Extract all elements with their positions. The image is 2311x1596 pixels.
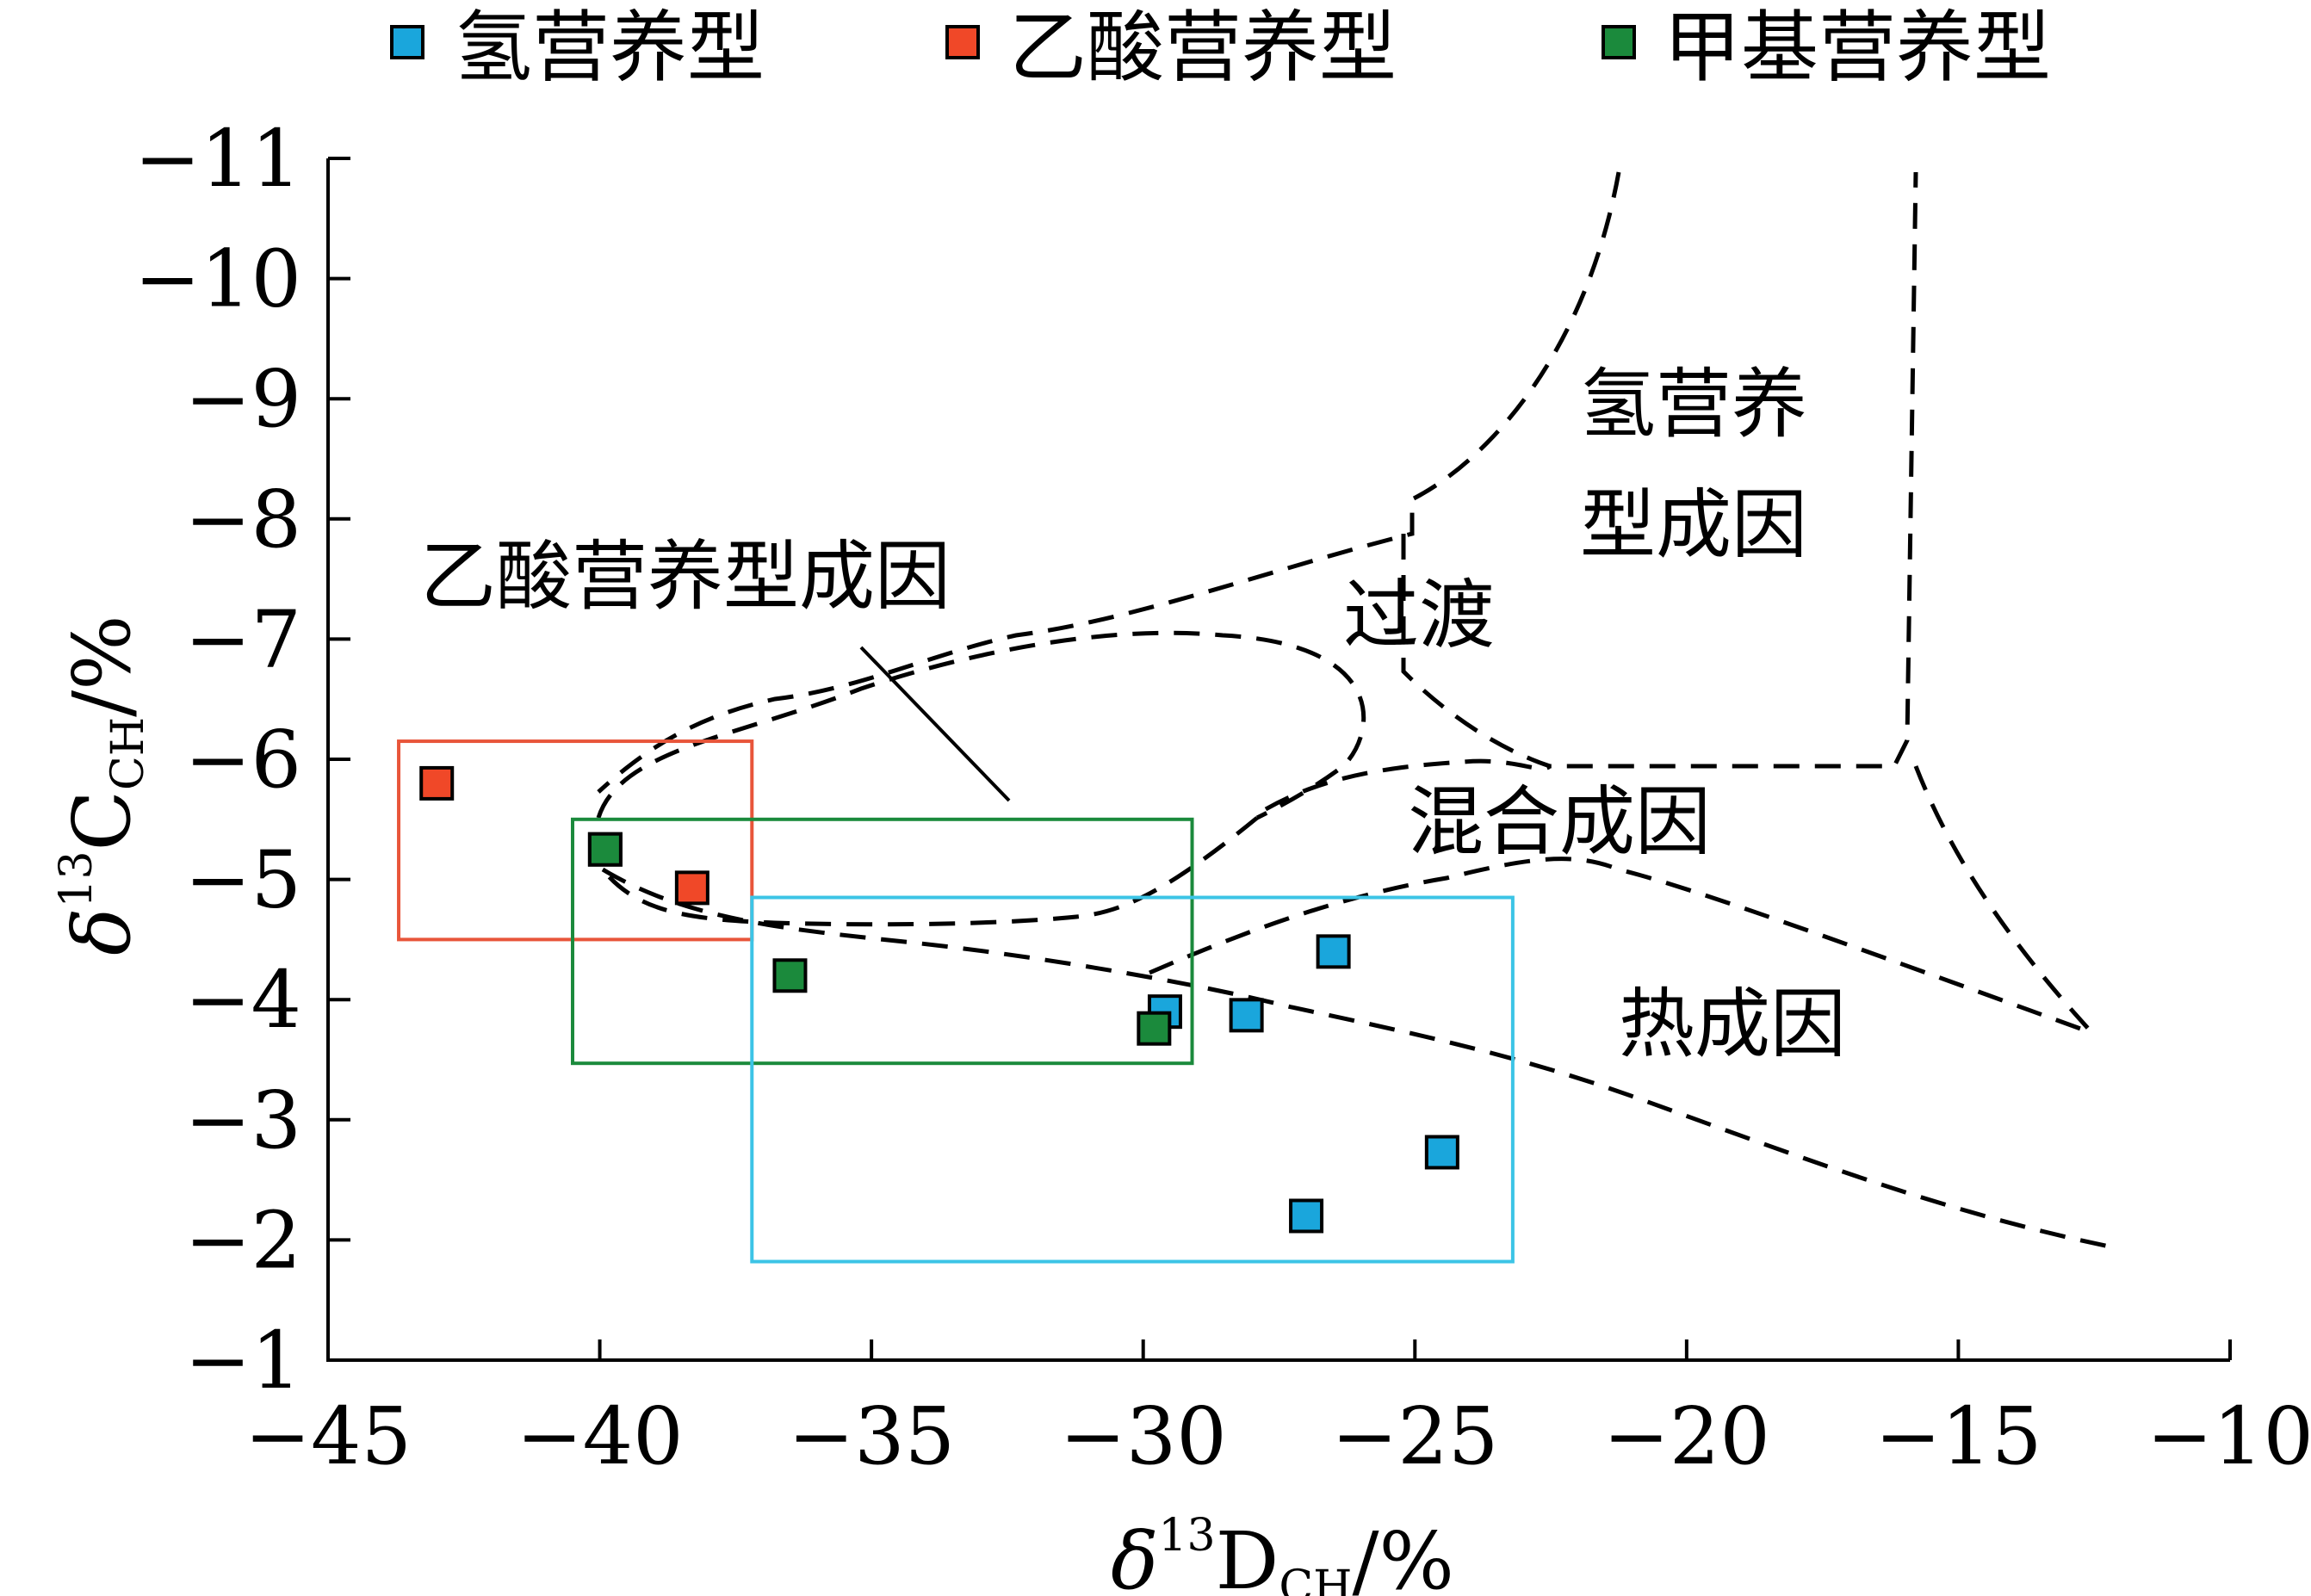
- y-axis-title-symbol: C: [56, 790, 148, 851]
- region-label-hydrogen-line1: 氢营养: [1580, 360, 1807, 448]
- x-tick-label: −20: [1603, 1390, 1770, 1482]
- data-point: [1137, 1011, 1172, 1046]
- x-tick-label: −45: [245, 1390, 412, 1482]
- x-axis-title-sup: 13: [1158, 1510, 1215, 1562]
- boundary-mixed-upper: [1264, 758, 1552, 812]
- y-tick-label: −5: [184, 834, 301, 926]
- x-tick-label: −25: [1331, 1390, 1498, 1482]
- y-axis-title-sup: 13: [51, 851, 102, 907]
- region-label-mixed: 混合成因: [1408, 777, 1711, 866]
- y-tick-label: −2: [184, 1194, 301, 1286]
- x-axis-title-symbol: D: [1216, 1515, 1279, 1596]
- boundary-thermal-right: [1913, 765, 2094, 1035]
- legend-marker-hydrogen: [390, 25, 424, 59]
- y-tick-label: −6: [184, 714, 301, 806]
- data-point: [1229, 998, 1264, 1033]
- data-points: [419, 765, 1459, 1234]
- data-point: [587, 832, 623, 867]
- y-axis-ticks: −1 −2 −3 −4 −5 −6 −7 −8 −9 −10 −11: [134, 113, 350, 1407]
- y-tick-label: −7: [184, 593, 301, 685]
- x-tick-label: −10: [2147, 1390, 2311, 1482]
- y-tick-label: −1: [184, 1315, 301, 1407]
- legend-item-methyl: 甲基营养型: [1602, 3, 2051, 93]
- region-label-hydrogen-line2: 型成因: [1580, 480, 1807, 569]
- x-axis-ticks: −45 −40 −35 −30 −25 −20 −15 −10: [245, 1339, 2311, 1482]
- y-axis-title: δ13CCH/%: [51, 615, 154, 956]
- series-boxes: [397, 739, 1515, 1264]
- boundary-acetate-loop: [596, 630, 1366, 927]
- region-label-thermal: 热成因: [1619, 980, 1846, 1068]
- series-box: [750, 895, 1515, 1264]
- y-tick-label: −11: [134, 113, 301, 205]
- data-point: [1316, 934, 1351, 969]
- boundary-acetate-upper: [597, 171, 1621, 794]
- y-tick-label: −8: [184, 473, 301, 566]
- genesis-boundaries: [596, 171, 2119, 1251]
- legend-label-acetate: 乙酸营养型: [1009, 3, 1397, 93]
- x-tick-label: −15: [1874, 1390, 2041, 1482]
- data-point: [674, 870, 709, 906]
- legend-item-hydrogen: 氢营养型: [390, 3, 765, 93]
- legend-marker-methyl: [1602, 25, 1636, 59]
- boundary-transition: [1401, 171, 1918, 769]
- x-tick-label: −35: [788, 1390, 955, 1482]
- series-box: [571, 817, 1194, 1066]
- x-axis-title-unit: /%: [1352, 1515, 1453, 1596]
- data-point: [772, 958, 808, 993]
- acetate-label-leader: [859, 646, 1011, 802]
- x-tick-label: −30: [1060, 1390, 1227, 1482]
- data-point: [419, 765, 455, 801]
- y-tick-label: −3: [184, 1074, 301, 1166]
- y-tick-label: −9: [184, 353, 301, 445]
- y-tick-label: −4: [184, 954, 301, 1046]
- series-box: [397, 739, 754, 942]
- x-axis-title: δ13DCH/%: [1111, 1510, 1454, 1596]
- data-point: [1424, 1135, 1459, 1170]
- x-axis-title-delta: δ: [1111, 1515, 1158, 1596]
- y-axis-title-delta: δ: [56, 908, 148, 956]
- legend: 氢营养型 乙酸营养型 甲基营养型: [390, 3, 2051, 93]
- region-labels: 氢营养 型成因 乙酸营养型成因 过渡 混合成因 热成因: [420, 360, 1846, 1068]
- y-axis-title-unit: /%: [56, 615, 148, 716]
- boundary-thermal-lower: [601, 867, 2119, 1251]
- x-axis-title-sub: CH: [1279, 1562, 1352, 1596]
- y-tick-label: −10: [134, 233, 301, 325]
- x-tick-label: −40: [516, 1390, 683, 1482]
- legend-label-methyl: 甲基营养型: [1664, 3, 2051, 93]
- legend-item-acetate: 乙酸营养型: [945, 3, 1397, 93]
- legend-marker-acetate: [945, 25, 980, 59]
- y-axis-title-sub: CH: [102, 717, 154, 790]
- data-point: [1289, 1198, 1324, 1234]
- region-label-acetate: 乙酸营养型成因: [420, 532, 951, 621]
- region-label-transition: 过渡: [1343, 571, 1495, 659]
- legend-label-hydrogen: 氢营养型: [455, 3, 765, 93]
